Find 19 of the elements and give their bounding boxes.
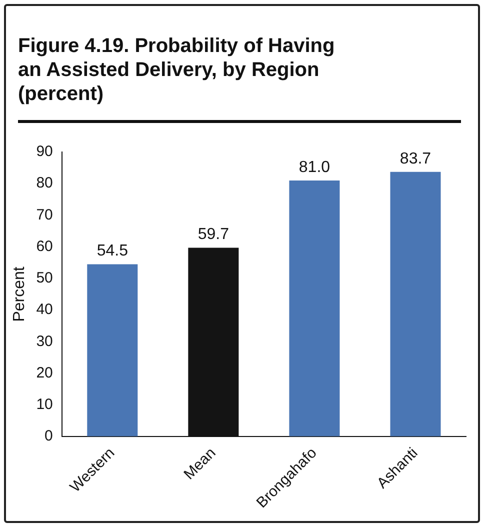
y-axis-title: Percent [11,266,28,322]
y-tick-label: 80 [36,174,53,192]
data-label: 59.7 [198,226,230,244]
data-label: 81.0 [298,158,330,176]
bar [87,264,138,436]
y-tick-label: 20 [36,364,53,382]
y-tick-label: 90 [36,143,53,160]
data-label: 54.5 [96,242,128,260]
y-tick-label: 0 [44,428,53,445]
y-tick-label: 40 [36,301,53,318]
y-tick-label: 70 [36,206,53,224]
y-tick-label: 10 [36,396,53,413]
chart-title: Figure 4.19. Probability of Having an Assisted Delivery, by Region (percent) [18,34,336,106]
y-tick-label: 60 [36,238,53,255]
data-label: 83.7 [400,150,432,168]
y-tick-label: 30 [36,332,53,350]
bar [289,180,340,436]
y-tick-label: 50 [36,270,53,287]
bar [390,172,441,436]
